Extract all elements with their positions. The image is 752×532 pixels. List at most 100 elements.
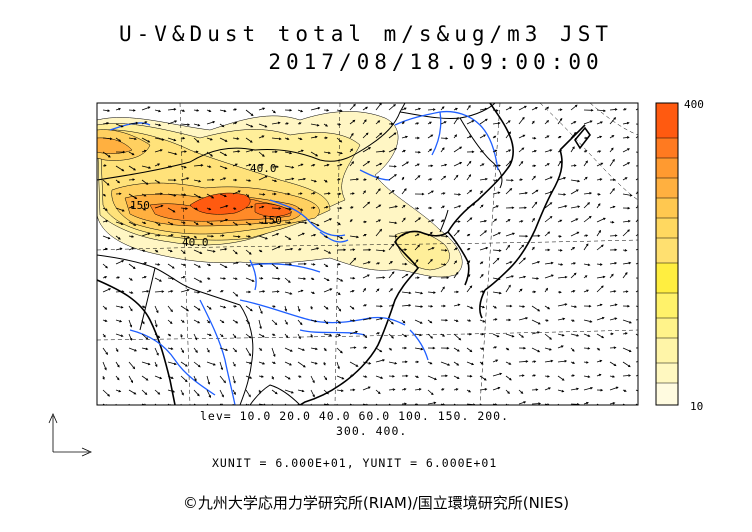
wind-arrowhead: [394, 205, 398, 208]
wind-arrow: [544, 274, 554, 279]
wind-arrowhead: [572, 290, 576, 293]
wind-arrowhead: [533, 374, 537, 377]
wind-arrowhead: [276, 233, 280, 236]
wind-arrow: [310, 247, 319, 251]
wind-arrow: [219, 137, 228, 142]
wind-arrowhead: [288, 280, 291, 283]
wind-arrowhead: [326, 278, 330, 281]
wind-arrow: [440, 121, 447, 125]
wind-arrowhead: [365, 132, 369, 136]
wind-arrow: [622, 361, 631, 368]
wind-arrowhead: [161, 290, 165, 293]
wind-arrowhead: [316, 223, 320, 227]
wind-arrowhead: [405, 135, 409, 139]
wind-arrowhead: [301, 149, 304, 153]
wind-arrow: [505, 245, 510, 251]
wind-arrowhead: [223, 380, 226, 384]
wind-arrowhead: [339, 139, 343, 143]
wind-arrowhead: [181, 392, 184, 396]
wind-arrowhead: [160, 192, 164, 196]
wind-arrowhead: [145, 378, 149, 381]
wind-arrowhead: [278, 137, 282, 141]
wind-arrowhead: [363, 190, 366, 193]
wind-arrowhead: [495, 109, 499, 112]
wind-arrowhead: [525, 360, 529, 363]
wind-arrow: [167, 221, 173, 226]
wind-arrow: [219, 205, 228, 209]
wind-arrowhead: [482, 320, 486, 323]
wind-arrowhead: [586, 401, 589, 405]
wind-arrowhead: [458, 337, 462, 341]
wind-arrowhead: [522, 305, 526, 308]
wind-arrowhead: [404, 402, 407, 405]
wind-arrow: [115, 319, 122, 322]
wind-arrowhead: [417, 276, 420, 280]
wind-arrow: [518, 401, 526, 405]
wind-arrowhead: [351, 290, 355, 293]
wind-arrowhead: [238, 190, 241, 193]
wind-arrowhead: [314, 135, 318, 139]
wind-arrowhead: [378, 219, 382, 222]
wind-arrowhead: [509, 160, 512, 163]
wind-arrowhead: [377, 120, 381, 123]
wind-arrowhead: [208, 165, 212, 168]
wind-arrowhead: [430, 304, 434, 308]
wind-arrowhead: [251, 279, 255, 282]
wind-arrowhead: [405, 273, 409, 277]
wind-arrowhead: [533, 360, 537, 363]
wind-arrowhead: [378, 188, 381, 191]
wind-arrowhead: [300, 289, 304, 293]
wind-arrowhead: [394, 234, 398, 238]
wind-arrowhead: [429, 178, 433, 181]
wind-arrowhead: [600, 162, 604, 166]
wind-arrowhead: [117, 276, 121, 279]
wind-arrow: [596, 109, 606, 112]
wind-arrowhead: [417, 163, 420, 166]
wind-arrow: [505, 131, 511, 139]
wind-arrow: [193, 164, 203, 167]
wind-arrowhead: [170, 347, 174, 350]
wind-arrowhead: [572, 247, 576, 250]
wind-arrowhead: [627, 206, 631, 210]
wind-arrowhead: [248, 163, 252, 167]
wind-arrowhead: [559, 219, 563, 223]
wind-arrowhead: [431, 219, 435, 222]
wind-arrowhead: [223, 177, 227, 180]
wind-arrowhead: [182, 221, 186, 224]
wind-arrowhead: [352, 388, 356, 392]
wind-arrow: [596, 217, 606, 223]
wind-arrowhead: [547, 231, 551, 235]
wind-arrow: [258, 333, 265, 338]
wind-arrowhead: [185, 207, 189, 210]
wind-arrowhead: [351, 161, 355, 164]
wind-arrowhead: [170, 290, 174, 293]
wind-arrowhead: [116, 377, 120, 381]
wind-arrow: [245, 149, 254, 153]
wind-arrowhead: [129, 337, 133, 341]
wind-arrowhead: [392, 388, 396, 391]
wind-arrow: [596, 317, 605, 321]
wind-arrowhead: [220, 367, 224, 371]
wind-arrowhead: [312, 263, 316, 266]
wind-arrowhead: [640, 277, 642, 279]
wind-arrow: [583, 387, 593, 391]
wind-arrow: [427, 219, 434, 223]
wind-arrowhead: [445, 374, 448, 378]
wind-arrow: [336, 305, 341, 312]
wind-arrow: [570, 305, 577, 308]
wind-arrow: [505, 403, 509, 405]
wind-arrowhead: [273, 354, 276, 357]
wind-arrowhead: [550, 261, 554, 265]
wind-arrow: [245, 333, 251, 339]
wind-arrowhead: [587, 202, 591, 205]
wind-arrowhead: [431, 190, 434, 193]
wind-arrowhead: [325, 321, 329, 325]
wind-arrow: [544, 202, 552, 209]
wind-arrow: [557, 205, 567, 209]
wind-arrow: [232, 249, 238, 255]
wind-arrow: [310, 179, 317, 182]
map-frame: [96, 102, 639, 406]
wind-arrowhead: [339, 206, 343, 210]
wind-arrowhead: [587, 375, 591, 378]
wind-arrowhead: [575, 218, 579, 221]
